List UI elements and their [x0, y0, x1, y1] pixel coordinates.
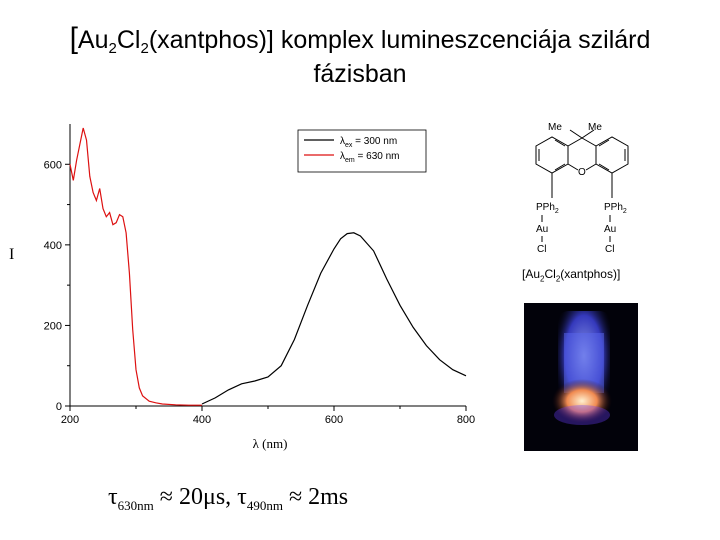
title-au: Au [77, 26, 109, 54]
tau1-sub: 630nm [117, 497, 154, 513]
y-tick-label: 0 [56, 401, 62, 413]
pph2-right: PPh2 [604, 202, 627, 215]
tau2-sub: 490nm [246, 497, 283, 513]
x-tick-label: 200 [61, 414, 79, 426]
luminescence-photo [524, 303, 638, 451]
left-ring [535, 136, 569, 174]
y-tick-label: 400 [44, 240, 62, 252]
right-ring [595, 136, 629, 174]
lifetime-text: τ630nm ≈ 20μs, τ490nm ≈ 2ms [108, 484, 348, 514]
complex-formula: [Au2Cl2(xantphos)] [522, 267, 620, 283]
xantphos-structure: Me Me O PPh2 PPh2 Au Au Cl Cl [535, 122, 629, 255]
tau2-symbol: τ [237, 484, 247, 510]
x-tick-label: 800 [457, 414, 475, 426]
tau2-value: ≈ 2ms [282, 484, 349, 510]
x-axis-label: λ (nm) [253, 436, 288, 451]
cl-left: Cl [537, 244, 546, 255]
pph2-left: PPh2 [536, 202, 559, 215]
tau1-value: ≈ 20μs, [153, 484, 238, 510]
tau1-symbol: τ [108, 484, 118, 510]
series-emission-630 [69, 127, 202, 406]
au-right: Au [604, 224, 616, 235]
title-cl: Cl [116, 26, 141, 54]
formula-open: [Au [522, 267, 541, 281]
oxygen-label: O [578, 167, 586, 178]
y-tick-label: 600 [44, 159, 62, 171]
x-tick-label: 600 [325, 414, 343, 426]
x-tick-label: 400 [193, 414, 211, 426]
legend-entry: λex = 300 nm [340, 136, 397, 149]
methyl-right: Me [588, 122, 602, 133]
formula-close: (xantphos)] [560, 267, 621, 281]
title-rest: (xantphos)] komplex lumineszcenciája szi… [148, 26, 651, 54]
y-axis-label: I [9, 246, 15, 263]
formula-mid: Cl [544, 267, 556, 281]
methyl-left: Me [548, 122, 562, 133]
legend-entry: λem = 630 nm [340, 151, 400, 164]
formula-sub1: 2 [540, 274, 545, 284]
formula-sub2: 2 [555, 274, 561, 284]
series-excitation-300 [201, 232, 467, 405]
title-line2: fázisban [313, 60, 407, 88]
slide-title: [Au2Cl2(xantphos)] komplex lumineszcenci… [0, 22, 720, 91]
legend-box [297, 129, 427, 173]
title-bracket: [ [69, 22, 78, 55]
title-au-sub: 2 [108, 40, 117, 57]
cl-right: Cl [605, 244, 614, 255]
y-tick-label: 200 [44, 320, 62, 332]
au-left: Au [536, 224, 548, 235]
title-cl-sub: 2 [140, 40, 149, 57]
